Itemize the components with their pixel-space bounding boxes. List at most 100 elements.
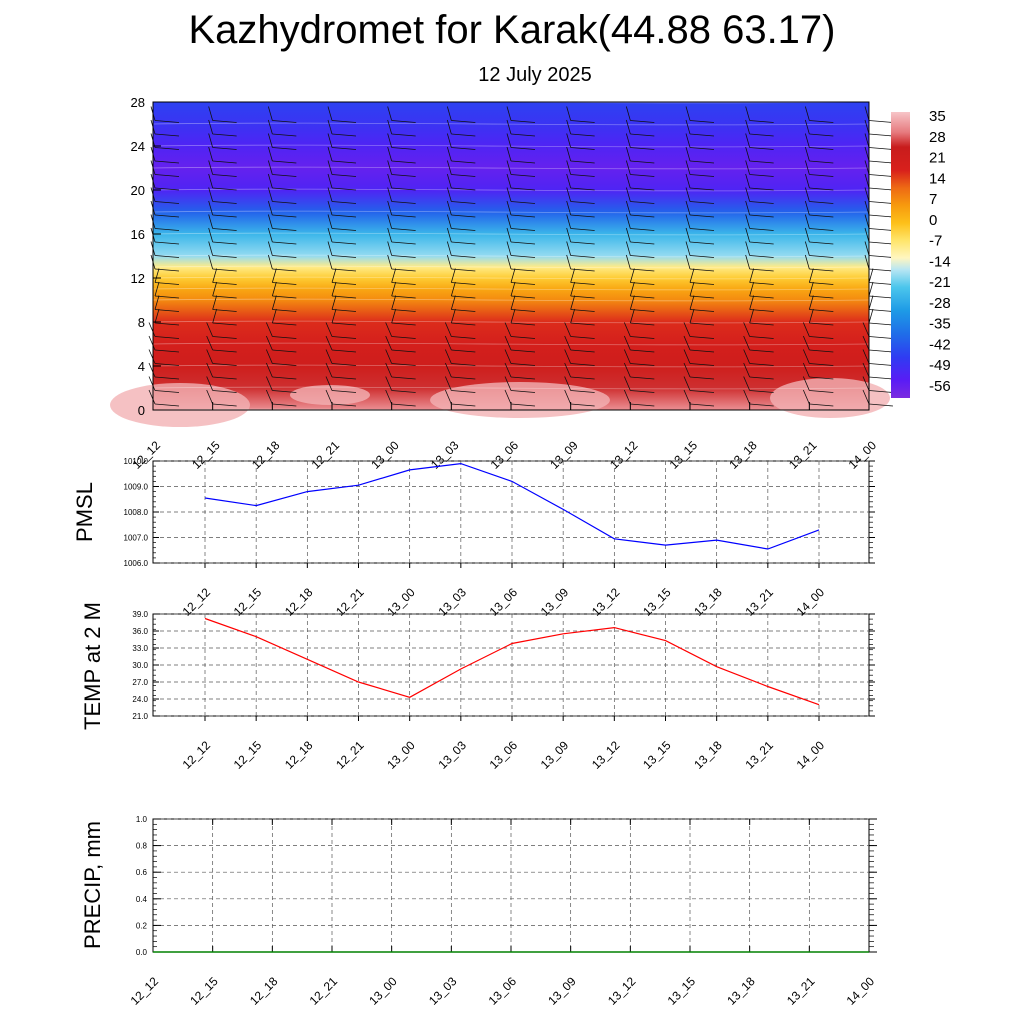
wind-barb — [566, 173, 572, 189]
x-tick-label: 12_18 — [249, 438, 283, 472]
wind-barb-feather — [809, 133, 834, 137]
wind-barb-feather — [570, 241, 595, 245]
wind-barb-feather — [570, 120, 595, 123]
wind-barb — [208, 200, 214, 216]
wind-barb-feather — [331, 214, 357, 218]
wind-barb-feather — [630, 133, 655, 137]
wind-barb-feather — [868, 133, 894, 137]
wind-barb-feather — [391, 363, 416, 366]
wind-barb-feather — [212, 214, 237, 218]
wind-barb-feather — [154, 390, 180, 393]
wind-barb — [271, 295, 277, 310]
wind-barb — [864, 119, 870, 135]
wind-barb — [685, 241, 691, 256]
wind-barb-feather — [749, 376, 774, 380]
wind-barb-feather — [510, 349, 536, 353]
wind-barb — [446, 241, 452, 256]
wind-barb-feather — [868, 174, 894, 177]
x-tick-label: 13_21 — [786, 438, 820, 472]
wind-barb — [804, 146, 810, 162]
wind-barb-feather — [630, 295, 655, 299]
colorbar-label: 0 — [929, 212, 937, 229]
wind-barb-feather — [630, 349, 655, 353]
wind-barb-feather — [212, 336, 237, 339]
wind-barb-feather — [451, 187, 476, 191]
chart-title: Kazhydromet for Karak(44.88 63.17) — [188, 8, 836, 52]
wind-barb — [868, 308, 874, 324]
wind-barb — [154, 268, 160, 283]
wind-barb — [267, 254, 273, 270]
wind-barb — [506, 254, 512, 270]
y-tick-label: 1006.0 — [124, 559, 149, 568]
wind-barb-feather — [510, 282, 536, 285]
wind-barb-feather — [154, 241, 180, 245]
wind-barb — [623, 376, 631, 391]
wind-barb-feather — [331, 349, 357, 353]
wind-barb — [623, 322, 631, 337]
wind-barb — [745, 160, 751, 175]
wind-barb — [745, 214, 751, 229]
wind-barb — [623, 335, 631, 351]
wind-barb-feather — [212, 363, 237, 366]
wind-barb — [327, 173, 333, 189]
wind-barb-feather — [331, 241, 357, 245]
x-tick-label: 12_12 — [130, 438, 164, 472]
wind-barb-feather — [689, 201, 715, 204]
wind-barb — [208, 227, 214, 243]
wind-barb-feather — [331, 268, 357, 272]
wind-barb — [327, 160, 333, 175]
wind-barb — [864, 254, 870, 270]
wind-barb — [804, 106, 810, 121]
wind-barb-feather — [451, 336, 476, 339]
wind-barb — [148, 389, 156, 405]
wind-barb — [804, 133, 810, 148]
wind-barb-feather — [689, 133, 715, 137]
contour-line — [152, 254, 870, 258]
wind-barb-feather — [868, 363, 894, 366]
wind-barb-feather — [630, 376, 655, 380]
wind-barb-feather — [689, 214, 715, 218]
colorbar-label: -35 — [929, 316, 951, 333]
wind-barb-feather — [630, 120, 655, 123]
wind-barb — [566, 187, 572, 202]
wind-barb — [208, 214, 214, 229]
x-tick-label: 13_09 — [538, 738, 572, 772]
x-tick-label: 13_15 — [665, 974, 699, 1008]
wind-barb — [862, 376, 870, 391]
x-tick-label: 13_15 — [640, 738, 674, 772]
wind-barb — [331, 281, 337, 297]
wind-barb-feather — [212, 201, 237, 204]
wind-barb — [685, 146, 691, 162]
wind-barb-feather — [749, 336, 774, 339]
wind-barb — [864, 200, 870, 216]
wind-barb — [623, 362, 631, 378]
wind-barb-feather — [154, 255, 180, 258]
wind-barb-feather — [809, 322, 834, 326]
wind-barb-feather — [154, 174, 180, 177]
warm-surface-area — [290, 385, 370, 405]
wind-barb-feather — [451, 403, 476, 407]
wind-barb-feather — [212, 147, 237, 150]
wind-barb-feather — [868, 187, 894, 191]
wind-barb — [566, 119, 572, 135]
x-tick-label: 13_12 — [589, 738, 623, 772]
wind-barb-feather — [154, 282, 180, 285]
wind-barb-feather — [809, 160, 834, 164]
wind-barb — [391, 295, 397, 310]
wind-barb — [504, 376, 512, 391]
wind-barb — [208, 119, 214, 135]
x-tick-label: 14_00 — [844, 974, 878, 1008]
wind-barb — [444, 335, 452, 351]
wind-barb-feather — [391, 376, 416, 380]
wind-barb-feather — [749, 268, 774, 272]
y-tick-label: 0.0 — [136, 948, 148, 957]
wind-barb-feather — [749, 201, 774, 204]
contour-line — [152, 144, 870, 148]
wind-barb-feather — [331, 201, 357, 204]
wind-barb-feather — [749, 322, 774, 326]
wind-barb-feather — [749, 228, 774, 231]
wind-barb-feather — [391, 120, 416, 123]
wind-barb — [804, 254, 810, 270]
x-tick-label: 13_12 — [605, 974, 639, 1008]
wind-barb-feather — [749, 187, 774, 191]
